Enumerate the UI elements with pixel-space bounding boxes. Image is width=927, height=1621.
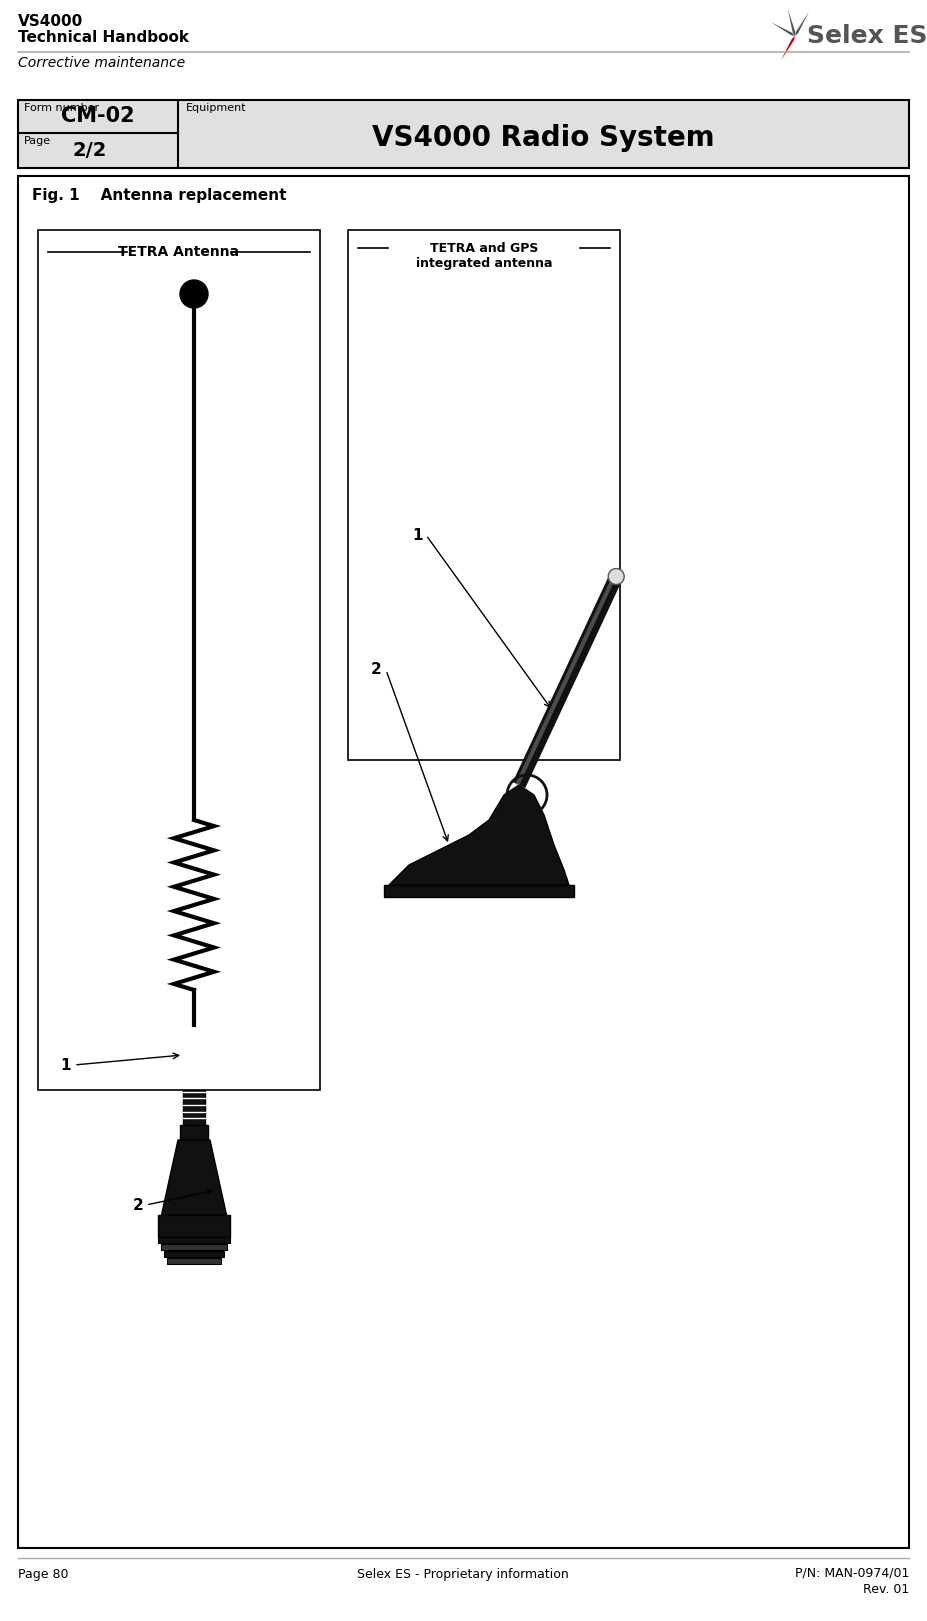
- Bar: [180, 1125, 208, 1140]
- Text: Rev. 01: Rev. 01: [863, 1584, 909, 1597]
- Polygon shape: [788, 10, 795, 36]
- Text: Page: Page: [24, 136, 51, 146]
- Text: Form number: Form number: [24, 104, 99, 113]
- Text: TETRA and GPS
integrated antenna: TETRA and GPS integrated antenna: [415, 242, 552, 271]
- Polygon shape: [161, 1140, 226, 1216]
- Bar: [18, 101, 909, 169]
- Bar: [384, 885, 574, 896]
- Text: 2: 2: [371, 663, 381, 678]
- Bar: [158, 1216, 230, 1237]
- Bar: [348, 230, 620, 760]
- Bar: [18, 177, 909, 1548]
- Text: VS4000 Radio System: VS4000 Radio System: [372, 123, 715, 152]
- Polygon shape: [781, 36, 795, 60]
- Bar: [18, 101, 909, 169]
- Text: Equipment: Equipment: [186, 104, 247, 113]
- Polygon shape: [389, 785, 569, 885]
- Polygon shape: [770, 23, 795, 36]
- Polygon shape: [185, 1024, 203, 1084]
- Text: 2: 2: [133, 1198, 144, 1213]
- Circle shape: [608, 569, 624, 585]
- Text: Selex ES: Selex ES: [807, 24, 927, 49]
- Text: Corrective maintenance: Corrective maintenance: [18, 57, 185, 70]
- Bar: [164, 1251, 224, 1256]
- Text: TETRA Antenna: TETRA Antenna: [119, 245, 239, 259]
- Text: Page 80: Page 80: [18, 1568, 69, 1580]
- Text: Selex ES - Proprietary information: Selex ES - Proprietary information: [357, 1568, 569, 1580]
- Text: 1: 1: [413, 527, 424, 543]
- Bar: [183, 1084, 205, 1125]
- Polygon shape: [795, 11, 809, 36]
- Bar: [167, 1258, 221, 1264]
- Text: P/N: MAN-0974/01: P/N: MAN-0974/01: [794, 1566, 909, 1579]
- Bar: [161, 1243, 227, 1250]
- Text: 1: 1: [61, 1057, 71, 1073]
- Bar: [158, 1237, 230, 1243]
- Circle shape: [180, 280, 208, 308]
- Text: 2/2: 2/2: [73, 141, 108, 160]
- Text: CM-02: CM-02: [61, 107, 134, 126]
- Text: Technical Handbook: Technical Handbook: [18, 31, 189, 45]
- Text: Fig. 1    Antenna replacement: Fig. 1 Antenna replacement: [32, 188, 286, 203]
- Bar: [38, 230, 320, 1089]
- Text: VS4000: VS4000: [18, 15, 83, 29]
